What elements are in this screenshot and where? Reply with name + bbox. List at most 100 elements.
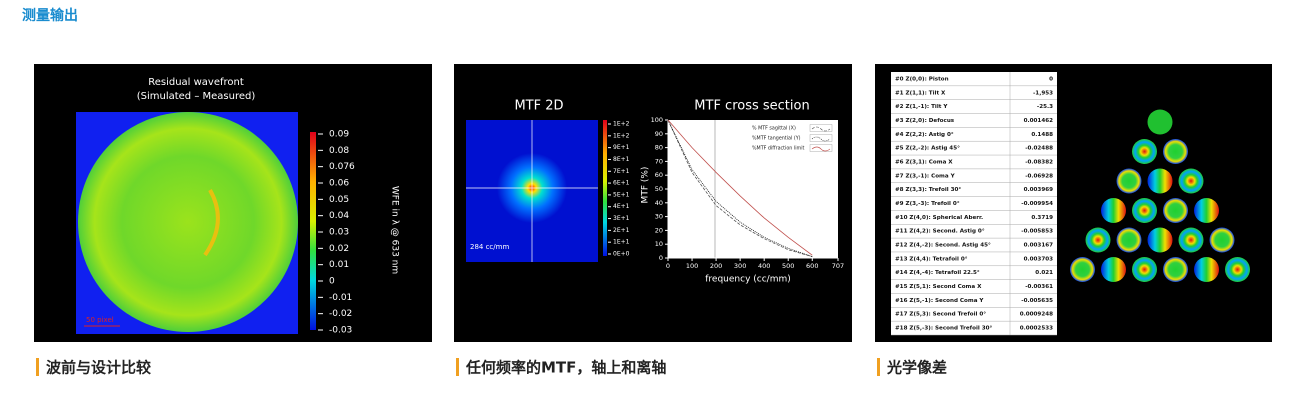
cell-value: 0.0002533 (1020, 326, 1053, 332)
scale-label: 50 pixel (86, 316, 114, 324)
colorbar (310, 132, 316, 330)
cell-value: 0.1488 (1031, 132, 1053, 138)
colorbar-title: WFE in λ @ 633 nm (390, 186, 400, 274)
cell-label: #10 Z(4,0): Spherical Aberr. (895, 215, 983, 221)
zernike-pattern (1132, 198, 1157, 223)
y-tick-label: 20 (655, 226, 663, 234)
zernike-pattern (1209, 227, 1235, 253)
cell-label: #6 Z(3,1): Coma X (895, 159, 953, 165)
colorbar-label: 0.06 (329, 179, 349, 189)
cell-label: #15 Z(5,1): Second Coma X (895, 284, 982, 290)
zernike-pattern (1225, 257, 1250, 282)
cell-value: -0.02488 (1025, 146, 1053, 152)
cell-label: #12 Z(4,-2): Second. Astig 45° (895, 243, 991, 249)
zernike-pattern (1116, 227, 1142, 253)
colorbar-label: 0E+0 (613, 251, 630, 258)
zernike-pattern (1132, 139, 1157, 164)
wavefront-disc (78, 112, 298, 332)
cell-value: -0.005853 (1021, 229, 1053, 235)
zernike-table (891, 72, 1057, 335)
cell-value: -1,953 (1033, 90, 1053, 96)
x-axis-label: frequency (cc/mm) (705, 275, 791, 285)
caption-marker (456, 358, 459, 376)
cell-value: -0.08382 (1025, 159, 1053, 165)
image-title: (Simulated – Measured) (137, 91, 256, 102)
colorbar-label: 4E+1 (613, 203, 630, 210)
legend-label: %MTF tangential (Y) (752, 136, 801, 142)
colorbar-label: 0.01 (329, 260, 349, 270)
cell-value: -0.00361 (1025, 284, 1053, 290)
cell-label: #18 Z(5,-3): Second Trefoil 30° (895, 326, 993, 332)
legend-box (809, 144, 833, 152)
zernike-pattern (1132, 257, 1157, 282)
x-tick-label: 600 (806, 262, 818, 270)
zernike-pattern (1163, 139, 1188, 164)
legend-label: % MTF sagittal (X) (752, 126, 796, 132)
cell-label: #3 Z(2,0): Defocus (895, 118, 955, 124)
x-tick-label: 300 (734, 262, 746, 270)
legend-swatch (811, 146, 831, 152)
cell-value: 0.3719 (1031, 215, 1053, 221)
colorbar-label: 0.09 (329, 130, 349, 140)
map-title: MTF 2D (514, 99, 563, 114)
section-title: 测量输出 (22, 7, 78, 24)
caption: 任何频率的MTF，轴上和离轴 (465, 359, 666, 377)
legend-swatch (811, 126, 831, 132)
zernike-pattern (1147, 227, 1173, 253)
colorbar-label: 0.04 (329, 211, 349, 221)
zernike-pattern (1178, 227, 1204, 253)
y-tick-label: 30 (655, 213, 663, 221)
zernike-pattern (1147, 109, 1173, 135)
cell-value: 0.003167 (1024, 243, 1053, 249)
y-tick-label: 10 (655, 240, 663, 248)
caption: 波前与设计比较 (46, 359, 151, 377)
cell-label: #9 Z(3,-3): Trefoil 0° (895, 201, 960, 207)
cell-label: #17 Z(5,3): Second Trefoil 0° (895, 312, 986, 318)
cell-value: -25.3 (1037, 104, 1053, 110)
y-tick-label: 90 (655, 130, 663, 138)
colorbar-label: -0.01 (329, 293, 352, 303)
x-tick-label: 0 (666, 262, 670, 270)
chart-title: MTF cross section (694, 99, 809, 114)
colorbar-label: 2E+1 (613, 227, 630, 234)
zernike-pattern (1147, 168, 1173, 194)
cell-label: #7 Z(3,-1): Coma Y (895, 173, 956, 179)
cell-value: 0 (1049, 76, 1053, 82)
colorbar-label: 1E+1 (613, 239, 630, 246)
cell-label: #16 Z(5,-1): Second Coma Y (895, 298, 984, 304)
y-tick-label: 70 (655, 157, 663, 165)
y-axis-label: MTF (%) (641, 167, 651, 204)
zernike-pattern (1163, 257, 1188, 282)
colorbar-label: 0.076 (329, 162, 355, 172)
legend-box (809, 124, 833, 132)
y-tick-label: 60 (655, 171, 663, 179)
zernike-pattern (1194, 257, 1219, 282)
colorbar-label: 1E+2 (613, 132, 630, 139)
cell-label: #5 Z(2,-2): Astig 45° (895, 146, 960, 152)
plot-area (668, 120, 838, 258)
zernike-pattern (1116, 168, 1142, 194)
zernike-pattern (1070, 257, 1095, 282)
line-series (667, 119, 813, 256)
caption: 光学像差 (886, 359, 947, 377)
cell-label: #2 Z(1,-1): Tilt Y (895, 104, 948, 110)
zernike-pattern (1178, 168, 1204, 194)
colorbar (603, 120, 607, 256)
colorbar-label: 0.08 (329, 146, 349, 156)
y-tick-label: 50 (655, 185, 663, 193)
cell-value: -0.005635 (1021, 298, 1053, 304)
x-tick-label: 200 (710, 262, 722, 270)
colorbar-label: 0.02 (329, 244, 349, 254)
cell-label: #13 Z(4,4): Tetrafoil 0° (895, 256, 968, 262)
zernike-pattern (1101, 257, 1126, 282)
caption-marker (36, 358, 39, 376)
cell-value: 0.0009248 (1020, 312, 1053, 318)
x-tick-label: 400 (758, 262, 770, 270)
zernike-pattern (1194, 198, 1219, 223)
legend-label: %MTF diffraction limit (752, 146, 805, 152)
map-label: 284 cc/mm (470, 243, 509, 251)
cell-label: #0 Z(0,0): Piston (895, 76, 949, 82)
cell-label: #8 Z(3,3): Trefoil 30° (895, 187, 961, 193)
image-title: Residual wavefront (148, 77, 244, 88)
